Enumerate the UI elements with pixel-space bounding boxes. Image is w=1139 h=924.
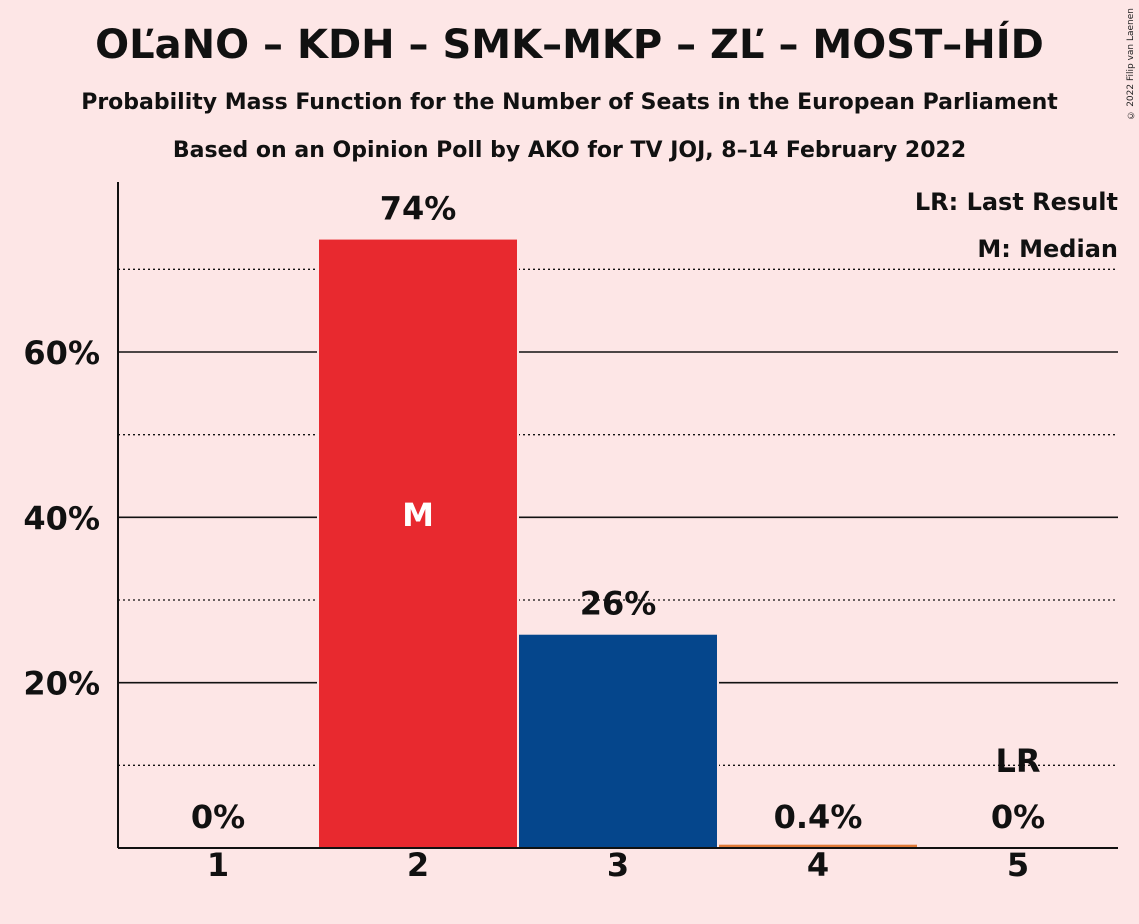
last-result-marker: LR — [995, 742, 1040, 780]
bar-3 — [519, 634, 717, 848]
x-tick-label: 1 — [207, 846, 229, 884]
chart-source: Based on an Opinion Poll by AKO for TV J… — [172, 138, 967, 163]
y-tick-label: 40% — [23, 499, 100, 537]
y-tick-label: 20% — [23, 665, 100, 703]
legend-last-result: LR: Last Result — [915, 188, 1118, 216]
value-label: 0.4% — [774, 798, 863, 836]
median-marker: M — [402, 496, 434, 534]
x-tick-label: 4 — [807, 846, 829, 884]
value-label: 74% — [380, 190, 457, 228]
value-label: 0% — [191, 798, 245, 836]
y-tick-label: 60% — [23, 334, 100, 372]
value-label: 0% — [991, 798, 1045, 836]
bar-2 — [319, 239, 517, 848]
x-tick-label: 3 — [607, 846, 629, 884]
bar-4 — [719, 844, 917, 848]
x-tick-label: 2 — [407, 846, 429, 884]
value-label: 26% — [580, 585, 657, 623]
legend-median: M: Median — [977, 235, 1118, 263]
x-tick-label: 5 — [1007, 846, 1029, 884]
chart-title: OĽaNO – KDH – SMK–MKP – ZĽ – MOST–HÍD — [95, 22, 1044, 68]
chart-subtitle: Probability Mass Function for the Number… — [81, 90, 1058, 115]
